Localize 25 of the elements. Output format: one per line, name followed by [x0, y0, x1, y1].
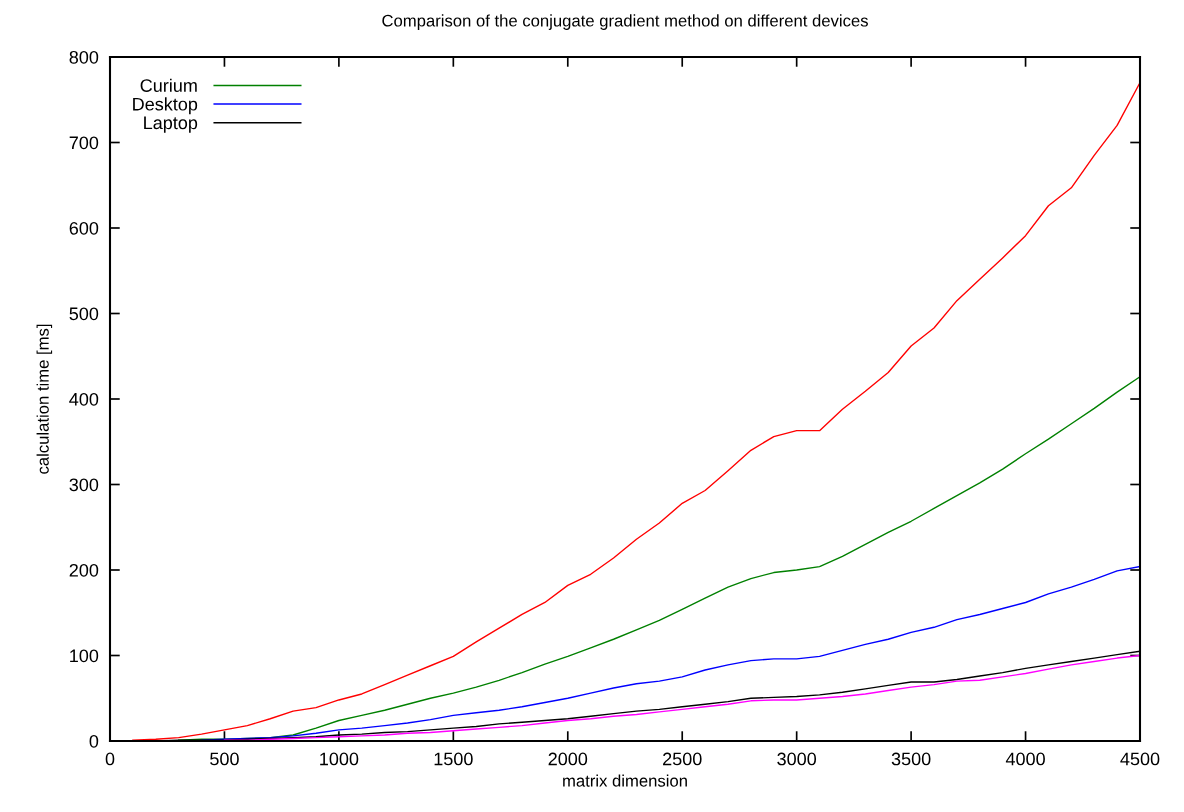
x-tick-label: 3500 [891, 752, 931, 766]
legend-label: Laptop [144, 116, 198, 133]
x-tick-label: 2000 [548, 752, 588, 766]
x-tick-label: 0 [105, 752, 115, 766]
y-tick-label: 600 [69, 221, 99, 235]
y-tick-label: 400 [69, 392, 99, 406]
y-axis-title: calculation time [ms] [36, 324, 53, 474]
legend-label: Desktop [133, 97, 198, 115]
y-tick-label: 200 [69, 563, 99, 577]
x-tick-label: 4500 [1120, 752, 1160, 766]
y-tick-label: 300 [69, 478, 99, 492]
chart-title: Comparison of the conjugate gradient method on different devices [382, 14, 868, 30]
y-tick-label: 100 [70, 649, 99, 663]
x-tick-label: 4000 [1005, 752, 1045, 766]
y-tick-label: 500 [69, 307, 99, 321]
x-tick-label: 500 [210, 752, 239, 766]
x-tick-label: 2500 [663, 752, 702, 766]
legend-label: Curium [140, 78, 197, 92]
y-tick-label: 0 [89, 734, 99, 748]
y-tick-label: 700 [69, 136, 99, 150]
y-tick-label: 800 [69, 50, 99, 64]
x-axis-title: matrix dimension [563, 774, 687, 787]
x-tick-label: 1500 [434, 752, 473, 766]
x-tick-label: 3000 [777, 752, 817, 766]
x-tick-label: 1000 [320, 752, 359, 766]
